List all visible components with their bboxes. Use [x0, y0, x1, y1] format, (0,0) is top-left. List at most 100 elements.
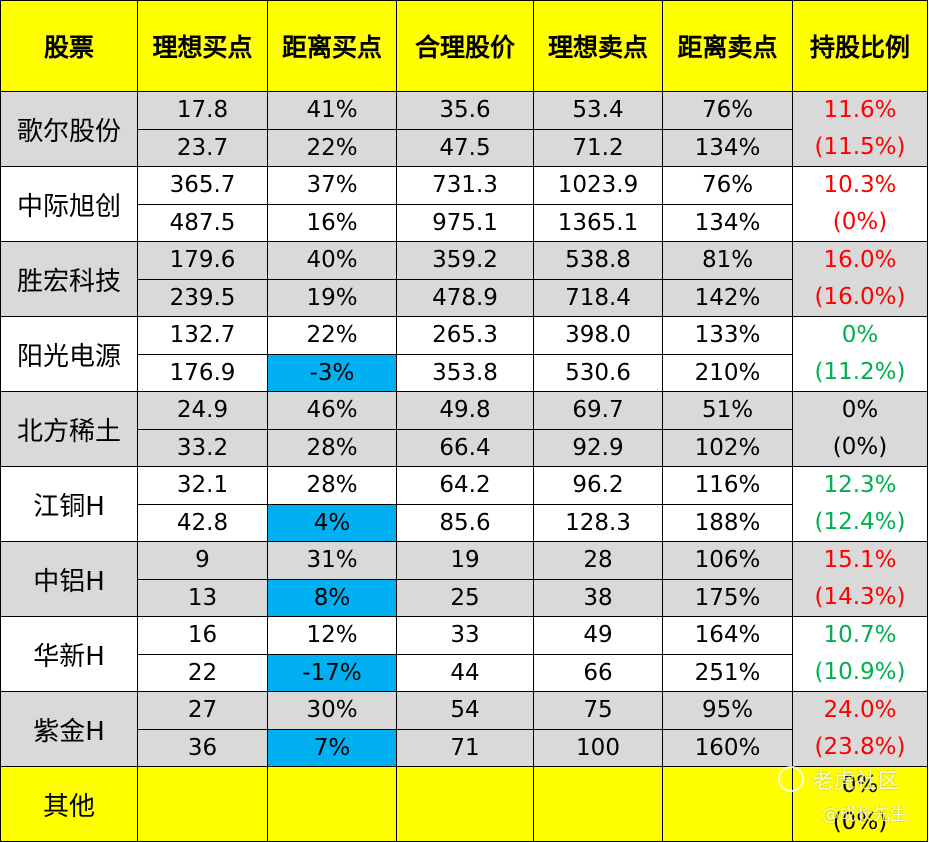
fair-price-cell: 265.3 [396, 316, 534, 355]
holding-cell: 16.0% (16.0%) [792, 241, 928, 317]
ideal-buy-cell: 487.5 [137, 203, 268, 242]
ideal-sell-cell: 38 [533, 578, 663, 617]
ideal-sell-cell: 128.3 [533, 503, 663, 542]
distance-buy-cell-highlight: 8% [267, 578, 397, 617]
distance-buy-cell: 12% [267, 616, 397, 655]
ideal-buy-cell: 32.1 [137, 466, 268, 505]
ideal-buy-cell: 33.2 [137, 428, 268, 467]
distance-buy-cell: 22% [267, 128, 397, 167]
distance-sell-cell: 116% [662, 466, 793, 505]
ideal-sell-cell: 718.4 [533, 278, 663, 317]
ideal-sell-cell: 1365.1 [533, 203, 663, 242]
fair-price-cell: 64.2 [396, 466, 534, 505]
stock-name: 胜宏科技 [0, 241, 138, 317]
holding-previous: (16.0%) [814, 284, 906, 310]
table-row: 阳光电源 132.7 22% 265.3 398.0 133% 0% (11.2… [0, 316, 928, 392]
ideal-sell-cell: 69.7 [533, 391, 663, 430]
distance-sell-cell: 106% [662, 541, 793, 580]
ideal-buy-cell: 239.5 [137, 278, 268, 317]
ideal-sell-cell: 538.8 [533, 241, 663, 280]
ideal-buy-cell: 22 [137, 653, 268, 692]
holding-cell: 24.0% (23.8%) [792, 691, 928, 767]
ideal-buy-cell: 179.6 [137, 241, 268, 280]
ideal-buy-cell: 9 [137, 541, 268, 580]
holding-previous: (10.9%) [814, 659, 906, 685]
ideal-sell-cell: 530.6 [533, 353, 663, 392]
table-row: 487.5 16% 975.1 1365.1 134% [1, 203, 928, 242]
fair-price-cell: 49.8 [396, 391, 534, 430]
fair-price-cell: 731.3 [396, 166, 534, 205]
distance-buy-cell: 22% [267, 316, 397, 355]
distance-sell-cell: 134% [662, 128, 793, 167]
holding-previous: (11.5%) [814, 134, 906, 160]
stock-name: 中际旭创 [0, 166, 138, 242]
holding-value: 0% [841, 772, 879, 798]
table-row: 华新H 16 12% 33 49 164% 10.7% (10.9%) [0, 616, 928, 692]
fair-price-cell: 44 [396, 653, 534, 692]
table-row: 歌尔股份 17.8 41% 35.6 53.4 76% 11.6% (11.5%… [0, 91, 928, 167]
holding-value: 16.0% [823, 247, 897, 273]
distance-sell-cell: 133% [662, 316, 793, 355]
table-row: 胜宏科技 179.6 40% 359.2 538.8 81% 16.0% (16… [0, 241, 928, 317]
fair-price-cell: 66.4 [396, 428, 534, 467]
holding-value: 15.1% [823, 547, 897, 573]
distance-sell-cell: 81% [662, 241, 793, 280]
ideal-sell-cell: 49 [533, 616, 663, 655]
fair-price-cell: 85.6 [396, 503, 534, 542]
ideal-buy-cell: 42.8 [137, 503, 268, 542]
distance-buy-cell: 28% [267, 428, 397, 467]
fair-price-cell: 478.9 [396, 278, 534, 317]
holding-previous: (11.2%) [814, 359, 906, 385]
ideal-sell-cell: 75 [533, 691, 663, 730]
empty-cell [533, 766, 663, 842]
distance-sell-cell: 76% [662, 91, 793, 130]
holding-value: 12.3% [823, 472, 897, 498]
holding-cell: 0% (0%) [792, 766, 928, 842]
stock-name: 江铜H [0, 466, 138, 542]
stock-name: 其他 [0, 766, 138, 842]
header-distance-buy: 距离买点 [267, 0, 397, 92]
holding-value: 0% [841, 322, 879, 348]
fair-price-cell: 33 [396, 616, 534, 655]
distance-buy-cell: 28% [267, 466, 397, 505]
header-ideal-buy: 理想买点 [137, 0, 268, 92]
empty-cell [137, 766, 268, 842]
stock-name: 阳光电源 [0, 316, 138, 392]
distance-buy-cell-highlight: -3% [267, 353, 397, 392]
fair-price-cell: 54 [396, 691, 534, 730]
ideal-buy-cell: 16 [137, 616, 268, 655]
holding-cell: 12.3% (12.4%) [792, 466, 928, 542]
ideal-buy-cell: 132.7 [137, 316, 268, 355]
distance-buy-cell: 30% [267, 691, 397, 730]
holding-previous: (0%) [832, 434, 888, 460]
ideal-buy-cell: 365.7 [137, 166, 268, 205]
fair-price-cell: 353.8 [396, 353, 534, 392]
table-row: 中铝H 9 31% 19 28 106% 15.1% (14.3%) [0, 541, 928, 617]
table-row: 239.5 19% 478.9 718.4 142% [1, 278, 928, 317]
stock-name: 华新H [0, 616, 138, 692]
ideal-buy-cell: 17.8 [137, 91, 268, 130]
ideal-buy-cell: 36 [137, 728, 268, 767]
ideal-sell-cell: 71.2 [533, 128, 663, 167]
distance-sell-cell: 102% [662, 428, 793, 467]
distance-sell-cell: 95% [662, 691, 793, 730]
distance-buy-cell: 19% [267, 278, 397, 317]
holding-value: 11.6% [823, 97, 897, 123]
empty-cell [662, 766, 793, 842]
table-row: 176.9 -3% 353.8 530.6 210% [1, 353, 928, 392]
other-row: 其他 0% (0%) [0, 766, 928, 842]
holding-previous: (14.3%) [814, 584, 906, 610]
ideal-buy-cell: 27 [137, 691, 268, 730]
fair-price-cell: 25 [396, 578, 534, 617]
table-row: 22 -17% 44 66 251% [1, 653, 928, 692]
distance-buy-cell: 40% [267, 241, 397, 280]
holding-cell: 0% (0%) [792, 391, 928, 467]
empty-cell [396, 766, 534, 842]
ideal-buy-cell: 13 [137, 578, 268, 617]
ideal-sell-cell: 100 [533, 728, 663, 767]
holding-previous: (23.8%) [814, 734, 906, 760]
stock-name: 歌尔股份 [0, 91, 138, 167]
ideal-sell-cell: 28 [533, 541, 663, 580]
holding-cell: 15.1% (14.3%) [792, 541, 928, 617]
